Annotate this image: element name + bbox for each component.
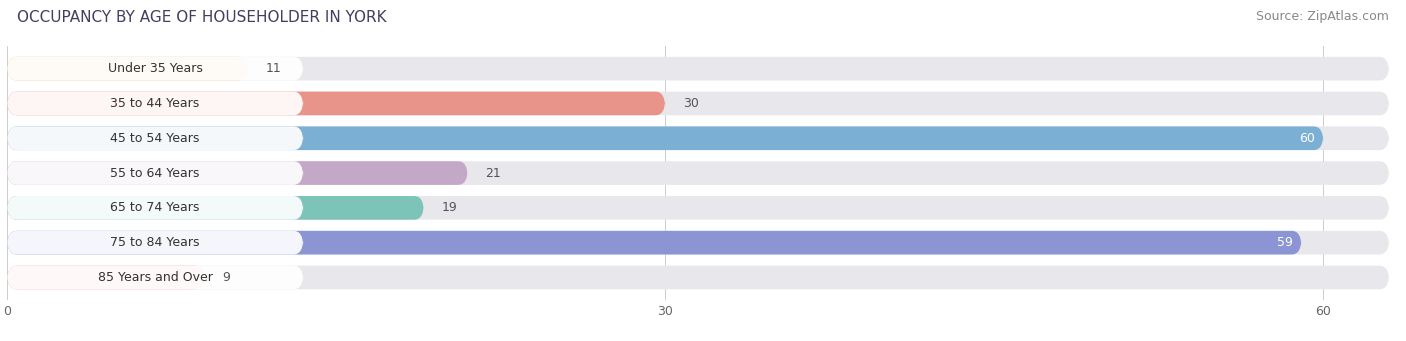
Text: 11: 11	[266, 62, 281, 75]
FancyBboxPatch shape	[7, 231, 1389, 254]
FancyBboxPatch shape	[7, 57, 249, 80]
FancyBboxPatch shape	[7, 231, 1302, 254]
FancyBboxPatch shape	[7, 196, 304, 220]
Text: 60: 60	[1299, 132, 1315, 145]
FancyBboxPatch shape	[7, 92, 1389, 115]
FancyBboxPatch shape	[7, 266, 1389, 289]
FancyBboxPatch shape	[7, 161, 1389, 185]
Text: Source: ZipAtlas.com: Source: ZipAtlas.com	[1256, 10, 1389, 23]
FancyBboxPatch shape	[7, 161, 468, 185]
Text: 19: 19	[441, 201, 457, 214]
Text: 55 to 64 Years: 55 to 64 Years	[111, 166, 200, 180]
Text: 85 Years and Over: 85 Years and Over	[97, 271, 212, 284]
Text: 59: 59	[1277, 236, 1292, 249]
Text: 45 to 54 Years: 45 to 54 Years	[111, 132, 200, 145]
FancyBboxPatch shape	[7, 57, 304, 80]
FancyBboxPatch shape	[7, 266, 204, 289]
FancyBboxPatch shape	[7, 127, 304, 150]
FancyBboxPatch shape	[7, 57, 1389, 80]
Text: OCCUPANCY BY AGE OF HOUSEHOLDER IN YORK: OCCUPANCY BY AGE OF HOUSEHOLDER IN YORK	[17, 10, 387, 25]
Text: 75 to 84 Years: 75 to 84 Years	[110, 236, 200, 249]
Text: 35 to 44 Years: 35 to 44 Years	[111, 97, 200, 110]
FancyBboxPatch shape	[7, 92, 304, 115]
FancyBboxPatch shape	[7, 266, 304, 289]
Text: Under 35 Years: Under 35 Years	[108, 62, 202, 75]
FancyBboxPatch shape	[7, 127, 1389, 150]
Text: 21: 21	[485, 166, 501, 180]
Text: 30: 30	[683, 97, 699, 110]
FancyBboxPatch shape	[7, 196, 1389, 220]
FancyBboxPatch shape	[7, 92, 665, 115]
FancyBboxPatch shape	[7, 231, 304, 254]
Text: 9: 9	[222, 271, 231, 284]
FancyBboxPatch shape	[7, 127, 1323, 150]
FancyBboxPatch shape	[7, 161, 304, 185]
FancyBboxPatch shape	[7, 196, 423, 220]
Text: 65 to 74 Years: 65 to 74 Years	[111, 201, 200, 214]
